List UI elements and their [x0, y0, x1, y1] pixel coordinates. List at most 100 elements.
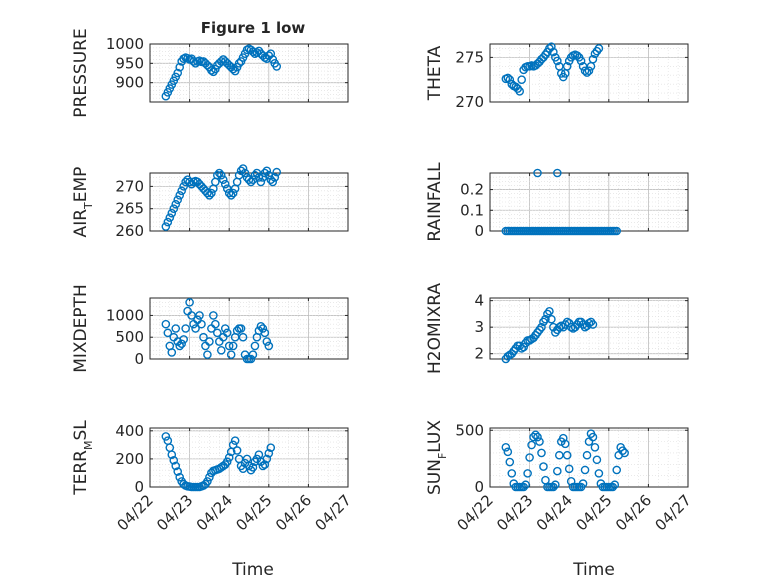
data-point	[207, 65, 216, 75]
data-point	[205, 337, 214, 346]
data-point	[218, 175, 228, 184]
y-tick-label: 900	[115, 74, 144, 92]
data-point	[533, 432, 542, 442]
data-point	[264, 448, 274, 458]
data-point	[584, 66, 594, 76]
y-tick-label: 0.1	[460, 201, 484, 219]
data-point	[248, 350, 258, 359]
data-point	[185, 298, 194, 307]
x-tick-label: 04/24	[193, 491, 236, 534]
data-point	[250, 341, 260, 351]
data-point	[163, 217, 173, 227]
data-point	[224, 341, 234, 351]
data-point	[535, 437, 544, 446]
data-point	[211, 319, 220, 329]
data-point	[537, 448, 546, 458]
data-point	[584, 318, 594, 328]
data-point	[556, 321, 566, 331]
x-tick-label: 04/25	[572, 491, 615, 534]
series-markers	[501, 429, 629, 492]
data-point	[566, 477, 576, 486]
data-point	[549, 482, 558, 492]
data-point	[588, 54, 598, 64]
data-point	[612, 226, 622, 236]
data-point	[523, 469, 532, 478]
y-tick-label: 200	[115, 450, 144, 468]
data-point	[539, 462, 548, 471]
data-point	[213, 328, 222, 338]
data-point	[578, 479, 588, 488]
data-point	[558, 433, 568, 443]
data-point	[173, 68, 183, 78]
y-tick-label: 0	[474, 478, 484, 496]
data-point	[175, 341, 184, 351]
x-tick-label: 04/24	[533, 491, 576, 534]
y-axis-label: RAINFALL	[425, 162, 445, 242]
y-tick-label: 400	[115, 422, 144, 440]
data-point	[195, 311, 204, 320]
y-tick-label: 265	[115, 200, 144, 218]
y-axis-label: H2OMIXRA	[425, 283, 445, 374]
data-point	[266, 443, 276, 452]
data-point	[592, 455, 602, 465]
data-point	[173, 195, 183, 205]
subplot-terr-msl: 0 200 400 TERRMSL 04/2204/2304/2404/2504/260…	[71, 420, 355, 535]
data-point	[161, 319, 171, 329]
y-tick-label: 950	[115, 54, 144, 72]
axes-box	[489, 297, 689, 360]
data-point	[588, 320, 598, 329]
y-axis-label: TERRMSL	[71, 420, 95, 496]
data-point	[545, 306, 554, 316]
y-axis-label: AIRTEMP	[71, 167, 95, 238]
subplot-air-temp: 260 265 270 AIRTEMP	[71, 164, 349, 240]
y-axis-label: MIXDEPTH	[71, 284, 91, 373]
data-point	[578, 62, 588, 71]
data-point	[171, 461, 181, 471]
data-point	[232, 446, 242, 455]
x-tick-label: 04/27	[652, 491, 695, 534]
data-point	[529, 432, 538, 442]
data-point	[258, 461, 268, 471]
data-point	[203, 350, 212, 359]
axes-box	[149, 43, 349, 103]
y-tick-label: 0.2	[460, 181, 484, 199]
data-point	[517, 344, 526, 353]
data-point	[220, 179, 230, 189]
data-point	[220, 324, 230, 333]
data-point	[214, 168, 224, 178]
y-tick-label: 270	[115, 177, 144, 195]
y-tick-label: 3	[474, 318, 484, 336]
subplot-h2omixra: 2 3 4 H2OMIXRA	[425, 283, 689, 374]
data-point	[608, 482, 618, 492]
y-tick-label: 270	[455, 93, 484, 111]
data-point	[594, 44, 604, 53]
data-point	[620, 448, 629, 458]
data-point	[179, 335, 188, 344]
data-point	[189, 57, 198, 66]
data-point	[230, 436, 240, 445]
data-point	[169, 204, 179, 213]
data-point	[572, 51, 582, 60]
series-markers	[501, 306, 598, 364]
data-point	[228, 341, 238, 351]
data-point	[527, 440, 536, 450]
data-point	[175, 191, 184, 200]
data-point	[515, 86, 525, 96]
data-point	[594, 469, 604, 478]
data-point	[580, 66, 590, 76]
y-tick-label: 0	[134, 350, 144, 368]
data-point	[207, 188, 216, 198]
y-tick-label: 0	[134, 478, 144, 496]
data-point	[503, 73, 513, 83]
axes-box	[489, 427, 689, 488]
data-point	[272, 62, 282, 71]
axes-box	[489, 43, 689, 103]
data-point	[264, 341, 274, 351]
data-point	[537, 322, 546, 332]
data-point	[246, 354, 256, 364]
data-point	[191, 324, 200, 333]
x-tick-label: 04/22	[454, 491, 497, 534]
data-point	[525, 453, 534, 462]
